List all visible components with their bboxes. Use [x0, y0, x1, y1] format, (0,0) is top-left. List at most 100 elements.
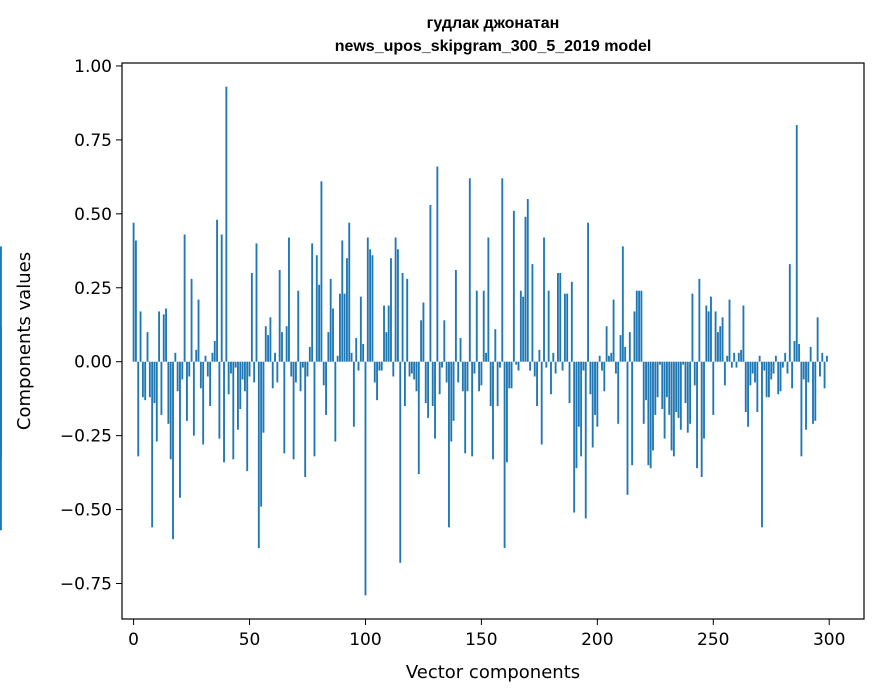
bar [366, 237, 369, 362]
bar [494, 329, 497, 362]
bar [703, 361, 705, 439]
bar [227, 361, 230, 395]
bar [262, 361, 265, 433]
y-tick-label: 0.25 [74, 279, 112, 299]
bar [350, 352, 353, 362]
bar [318, 284, 321, 362]
bar [322, 361, 325, 386]
bar [197, 299, 200, 362]
bar [301, 361, 304, 368]
bar [422, 302, 425, 362]
bar [294, 361, 297, 383]
bar [332, 308, 334, 362]
bar [243, 361, 246, 392]
bar [371, 255, 374, 362]
bar [807, 361, 810, 383]
x-tick-label: 100 [349, 630, 381, 650]
bar [788, 264, 791, 362]
bar [487, 237, 490, 362]
bar [672, 361, 675, 457]
bar [716, 332, 719, 362]
bar [420, 320, 423, 362]
bar [202, 361, 205, 445]
bar [364, 361, 367, 596]
bar [679, 361, 682, 430]
bar [768, 361, 770, 398]
bar [271, 361, 274, 389]
bar [496, 361, 499, 407]
bar [723, 361, 726, 386]
bar [190, 278, 193, 362]
bar [485, 352, 487, 362]
bar [795, 125, 798, 362]
bar [376, 361, 378, 401]
bar [529, 361, 532, 371]
bar [348, 222, 351, 362]
bar [763, 361, 766, 371]
bar [684, 361, 687, 404]
bar [508, 361, 511, 389]
bar [533, 361, 536, 377]
bar [698, 278, 701, 362]
bar [199, 361, 202, 389]
bar [587, 222, 589, 362]
bar [237, 361, 239, 430]
bar [415, 361, 418, 392]
bar [179, 361, 181, 498]
bar [501, 178, 504, 362]
bar [482, 290, 485, 362]
bar [137, 361, 140, 457]
bar [183, 234, 186, 362]
bar [431, 361, 434, 407]
bar [575, 361, 578, 469]
bar [554, 361, 557, 374]
y-tick-label: 0.50 [74, 205, 112, 225]
bar [809, 346, 812, 362]
bar [603, 361, 606, 392]
bar [633, 311, 636, 362]
bar [0, 361, 2, 377]
bar [176, 361, 179, 392]
bar [220, 234, 223, 362]
bar [269, 317, 272, 362]
bar [515, 361, 518, 365]
y-tick-label: −0.25 [60, 427, 112, 447]
bar [172, 361, 174, 540]
plot-frame [121, 62, 865, 620]
bar [568, 361, 571, 404]
bar [784, 352, 787, 362]
bar [306, 361, 309, 377]
bar [589, 361, 592, 395]
bar [0, 361, 2, 451]
bar [749, 361, 752, 386]
bar [313, 361, 316, 457]
bar [427, 361, 430, 418]
bar [253, 361, 256, 383]
bar [274, 352, 276, 362]
bar [624, 346, 627, 362]
y-tick-label: 0.00 [74, 353, 112, 373]
bar [246, 361, 249, 472]
bar [132, 222, 135, 362]
bar [192, 361, 195, 436]
bar [665, 361, 668, 398]
bar [290, 361, 293, 377]
bar [675, 361, 678, 412]
bar [652, 361, 654, 451]
bar [591, 361, 594, 448]
bar [570, 281, 573, 362]
bar [188, 361, 191, 377]
bar [802, 361, 805, 380]
x-tick-label: 250 [697, 630, 729, 650]
bar [819, 361, 821, 377]
x-tick-label: 300 [813, 630, 845, 650]
y-tick-label: −0.50 [60, 501, 112, 521]
bar [747, 361, 749, 427]
bar [283, 361, 286, 454]
bar [545, 361, 548, 368]
bar [561, 361, 564, 371]
bar [329, 278, 332, 362]
bar [499, 361, 501, 368]
bar [232, 361, 235, 460]
